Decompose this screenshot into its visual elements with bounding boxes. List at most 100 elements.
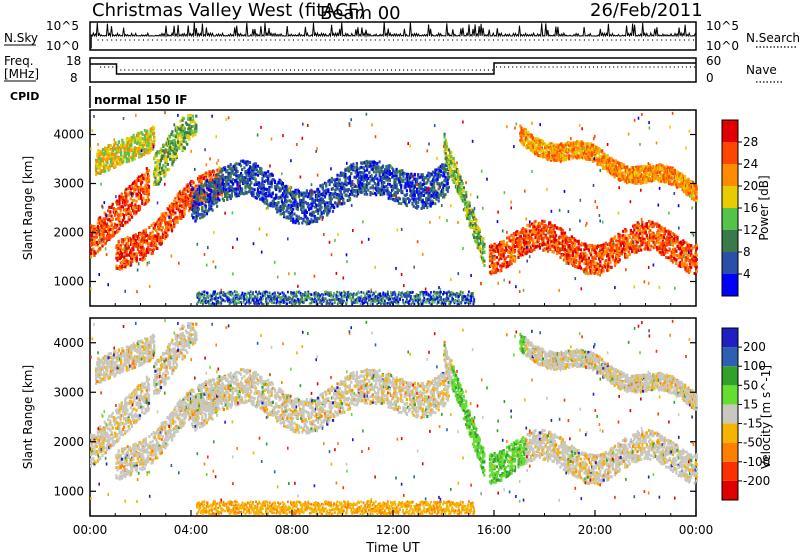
power-cell <box>426 201 428 204</box>
power-cell <box>363 172 365 175</box>
power-cell <box>143 143 145 146</box>
power-cell <box>572 247 574 250</box>
power-cell <box>261 177 263 180</box>
power-cell <box>111 206 113 209</box>
power-cell <box>136 257 138 260</box>
nsky-tick-bottom: 10^0 <box>46 39 79 53</box>
power-cell <box>93 238 95 241</box>
power-cell <box>482 257 484 260</box>
power-cell <box>171 131 173 134</box>
power-cell <box>195 187 197 190</box>
power-cell <box>335 196 337 199</box>
power-cell <box>179 120 181 123</box>
power-cell <box>154 161 156 164</box>
power-cell <box>283 207 285 210</box>
power-cell <box>533 225 535 228</box>
power-cell <box>254 168 256 171</box>
power-cell <box>556 226 558 229</box>
power-cell <box>118 227 120 230</box>
power-cell <box>155 243 157 246</box>
power-cell <box>108 148 110 151</box>
power-cell <box>324 203 326 206</box>
power-cell <box>130 197 132 200</box>
power-cell <box>106 238 108 241</box>
power-cell <box>339 178 341 181</box>
power-cell <box>129 218 131 221</box>
power-cell <box>265 192 267 195</box>
power-cell <box>249 178 251 181</box>
power-cell <box>376 162 378 165</box>
power-cell <box>356 166 358 169</box>
power-cell <box>179 195 181 198</box>
power-cell <box>134 157 136 160</box>
power-cell <box>400 202 402 205</box>
power-cell <box>277 209 279 212</box>
power-cell <box>450 151 452 154</box>
power-cell <box>161 219 163 222</box>
power-cell <box>511 262 513 265</box>
power-cell <box>504 251 506 254</box>
power-cell <box>255 172 257 175</box>
power-cell <box>149 248 151 251</box>
power-cell <box>184 147 186 150</box>
power-cell <box>507 255 509 258</box>
power-cell <box>191 195 193 198</box>
power-cell <box>268 186 270 189</box>
power-cell <box>231 195 233 198</box>
power-cell <box>563 242 565 245</box>
power-cell <box>192 216 194 219</box>
power-cell <box>257 165 259 168</box>
power-cell <box>198 208 200 211</box>
power-cell <box>153 132 155 135</box>
power-cell <box>153 183 155 186</box>
power-cell <box>108 231 110 234</box>
power-cell <box>193 212 195 215</box>
power-cell <box>142 133 144 136</box>
power-cell <box>232 178 234 181</box>
power-cell <box>152 240 154 243</box>
power-cell <box>383 181 385 184</box>
power-cell <box>331 197 333 200</box>
power-cell <box>256 183 258 186</box>
power-cell <box>90 252 92 255</box>
power-cell <box>211 176 213 179</box>
power-cell <box>416 191 418 194</box>
power-cell <box>463 186 465 189</box>
power-cell <box>301 210 303 213</box>
power-cell <box>191 125 193 128</box>
power-cell <box>374 177 376 180</box>
power-cell <box>226 198 228 201</box>
power-cell <box>434 202 436 205</box>
power-cell <box>508 262 510 265</box>
power-cell <box>140 194 142 197</box>
power-cell <box>117 162 119 165</box>
freq-tick-top: 18 <box>66 54 81 68</box>
power-cell <box>109 168 111 171</box>
power-cell <box>364 169 366 172</box>
power-cell <box>125 153 127 156</box>
power-cell <box>579 261 581 264</box>
power-cell <box>162 164 164 167</box>
power-cell <box>101 165 103 168</box>
power-cell <box>367 189 369 192</box>
power-cell <box>214 191 216 194</box>
nsky-label: N.Sky <box>4 31 38 45</box>
power-cell <box>120 214 122 217</box>
power-cell <box>179 213 181 216</box>
power-cell <box>554 224 556 227</box>
power-cell <box>497 262 499 265</box>
power-cell <box>427 179 429 182</box>
power-cell <box>369 191 371 194</box>
power-cell <box>384 189 386 192</box>
power-cell <box>578 248 580 251</box>
power-cell <box>266 199 268 202</box>
power-cell <box>459 176 461 179</box>
power-cell <box>580 267 582 270</box>
freq-label-1: Freq. <box>4 54 34 68</box>
power-cell <box>413 205 415 208</box>
power-cell <box>463 190 465 193</box>
power-cell <box>310 207 312 210</box>
power-cell <box>483 260 485 263</box>
power-cell <box>538 237 540 240</box>
power-cell <box>170 213 172 216</box>
